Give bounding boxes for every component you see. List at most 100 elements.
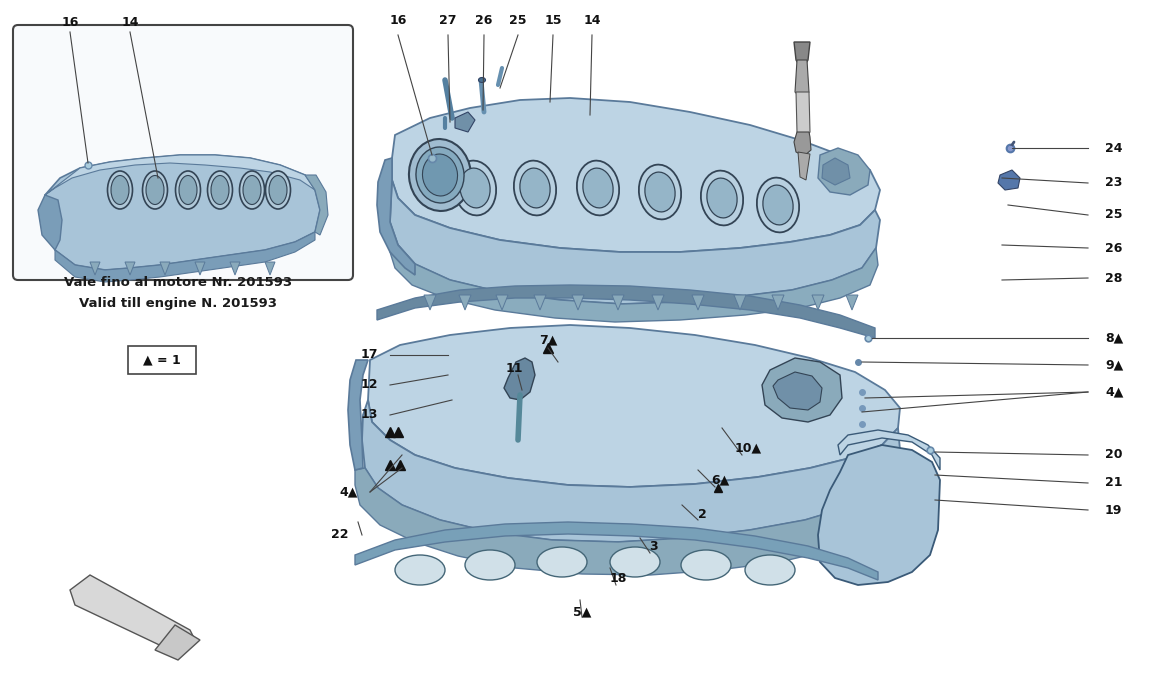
Text: 9▲: 9▲ [1105,359,1124,372]
Polygon shape [692,295,704,310]
Text: 14: 14 [583,14,600,27]
Polygon shape [795,60,808,100]
Polygon shape [455,112,475,132]
Ellipse shape [107,171,132,209]
Text: 3: 3 [650,540,658,553]
Polygon shape [504,358,535,400]
Ellipse shape [465,550,515,580]
Text: 24: 24 [1105,141,1122,154]
Text: 13: 13 [361,408,378,421]
Polygon shape [125,262,135,275]
Text: 19: 19 [1105,503,1122,516]
Ellipse shape [577,161,619,215]
Text: 18: 18 [610,572,627,585]
Polygon shape [838,430,940,470]
Polygon shape [230,262,240,275]
Ellipse shape [207,171,232,209]
Ellipse shape [610,547,660,577]
Polygon shape [734,295,746,310]
Text: 28: 28 [1105,272,1122,285]
Ellipse shape [460,168,490,208]
FancyBboxPatch shape [13,25,353,280]
Polygon shape [390,180,880,304]
Text: Vale fino al motore Nr. 201593: Vale fino al motore Nr. 201593 [64,275,292,288]
Polygon shape [762,358,842,422]
Polygon shape [534,295,546,310]
Text: 4▲: 4▲ [339,486,358,499]
Text: 21: 21 [1105,477,1122,490]
Polygon shape [45,155,320,270]
Text: 25: 25 [1105,208,1122,221]
Polygon shape [773,372,822,410]
Text: 2: 2 [698,509,706,522]
Polygon shape [846,295,858,310]
Polygon shape [90,262,100,275]
Text: 26: 26 [475,14,492,27]
Ellipse shape [176,171,200,209]
Polygon shape [612,295,624,310]
Polygon shape [160,262,170,275]
Polygon shape [998,170,1020,190]
Text: ▲ = 1: ▲ = 1 [143,354,181,367]
Ellipse shape [269,176,288,204]
Polygon shape [305,175,328,235]
Ellipse shape [239,171,264,209]
Ellipse shape [639,165,681,219]
FancyBboxPatch shape [128,346,196,374]
Ellipse shape [394,555,445,585]
Polygon shape [818,148,871,195]
Polygon shape [264,262,275,275]
Text: Valid till engine N. 201593: Valid till engine N. 201593 [79,298,277,311]
Ellipse shape [146,176,164,204]
Ellipse shape [478,77,485,83]
Ellipse shape [143,171,168,209]
Ellipse shape [179,176,197,204]
Polygon shape [793,42,810,70]
Polygon shape [392,98,880,252]
Ellipse shape [645,172,675,212]
Ellipse shape [243,176,261,204]
Text: 16: 16 [390,14,407,27]
Text: 7▲: 7▲ [539,333,558,346]
Polygon shape [155,625,200,660]
Polygon shape [793,132,811,156]
Text: 17: 17 [360,348,378,361]
Polygon shape [55,232,315,282]
Text: 12: 12 [360,378,378,391]
Polygon shape [572,295,584,310]
Polygon shape [368,325,900,487]
Ellipse shape [520,168,550,208]
Polygon shape [796,92,810,140]
Text: 4▲: 4▲ [1105,385,1124,398]
Ellipse shape [757,178,799,232]
Text: 20: 20 [1105,449,1122,462]
Ellipse shape [416,147,465,203]
Polygon shape [45,155,315,195]
Ellipse shape [745,555,795,585]
Ellipse shape [762,185,794,225]
Polygon shape [70,575,196,655]
Polygon shape [772,295,784,310]
Text: 23: 23 [1105,176,1122,189]
Ellipse shape [422,154,458,196]
Ellipse shape [700,171,743,225]
Ellipse shape [681,550,731,580]
Polygon shape [355,522,877,580]
Polygon shape [424,295,436,310]
Text: 8▲: 8▲ [1105,331,1124,344]
Text: 16: 16 [61,16,78,29]
Text: 11: 11 [505,361,523,374]
Ellipse shape [266,171,291,209]
Text: 6▲: 6▲ [711,473,729,486]
Ellipse shape [112,176,129,204]
Polygon shape [496,295,508,310]
Polygon shape [377,158,415,275]
Polygon shape [362,400,900,542]
Polygon shape [390,245,877,322]
Polygon shape [196,262,205,275]
Ellipse shape [537,547,586,577]
Text: 27: 27 [439,14,457,27]
Polygon shape [812,295,825,310]
Ellipse shape [210,176,229,204]
Ellipse shape [409,139,472,211]
